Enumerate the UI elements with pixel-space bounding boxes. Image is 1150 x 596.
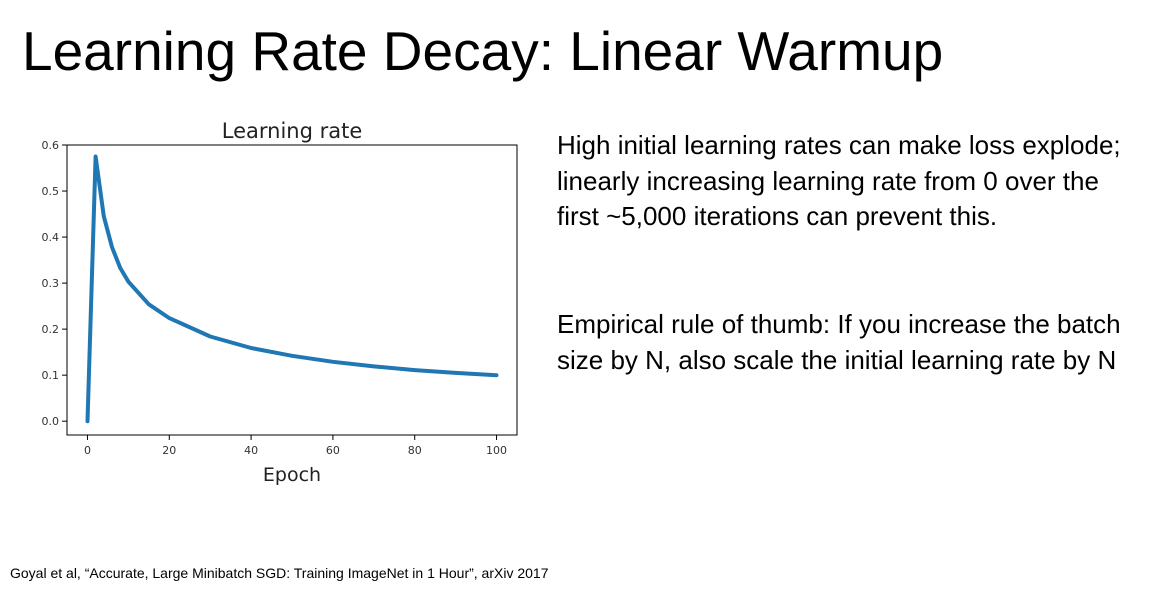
y-tick-label: 0.5 (42, 185, 60, 198)
x-ticks: 0 20 40 60 80 100 (84, 435, 507, 457)
x-tick-label: 20 (162, 444, 176, 457)
x-tick-label: 40 (244, 444, 258, 457)
y-tick-label: 0.0 (42, 415, 60, 428)
y-tick-label: 0.3 (42, 277, 60, 290)
y-tick-label: 0.6 (42, 139, 60, 152)
citation: Goyal et al, “Accurate, Large Minibatch … (10, 565, 549, 581)
body-paragraph-2: Empirical rule of thumb: If you increase… (557, 309, 1121, 375)
body-paragraph-1: High initial learning rates can make los… (557, 130, 1121, 231)
learning-rate-line (85, 154, 499, 424)
y-ticks: 0.0 0.1 0.2 0.3 0.4 0.5 0.6 (42, 139, 67, 428)
chart-title: Learning rate (222, 119, 363, 143)
x-tick-label: 0 (84, 444, 91, 457)
x-axis-label: Epoch (263, 464, 321, 486)
plot-frame (66, 144, 518, 436)
x-tick-label: 60 (326, 444, 340, 457)
x-tick-label: 100 (486, 444, 507, 457)
x-tick-label: 80 (408, 444, 422, 457)
learning-rate-chart: Learning rate 0 20 40 60 80 100 0.00.10.20.30… (42, 119, 518, 486)
y-tick-label: 0.1 (42, 369, 60, 382)
y-tick-label: 0.2 (42, 323, 60, 336)
y-tick-label: 0.4 (42, 231, 60, 244)
slide-title: Learning Rate Decay: Linear Warmup (22, 20, 944, 82)
